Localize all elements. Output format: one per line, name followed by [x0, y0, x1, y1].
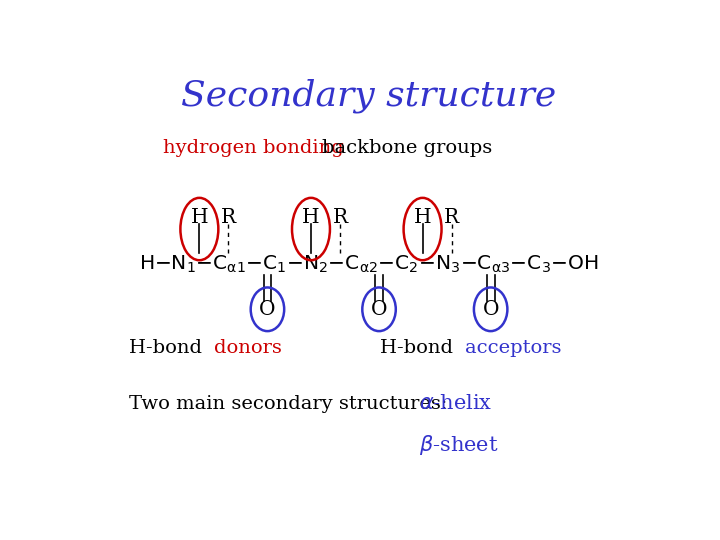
Text: Secondary structure: Secondary structure	[181, 79, 557, 113]
Text: $\alpha$-helix: $\alpha$-helix	[419, 394, 492, 413]
Text: H: H	[191, 208, 208, 227]
Text: O: O	[371, 300, 387, 319]
Text: H-bond: H-bond	[380, 339, 459, 356]
Text: Two main secondary structures:: Two main secondary structures:	[129, 395, 447, 413]
Text: O: O	[259, 300, 276, 319]
Text: H: H	[414, 208, 431, 227]
Text: acceptors: acceptors	[465, 339, 562, 356]
Text: R: R	[444, 208, 459, 227]
Text: hydrogen bonding: hydrogen bonding	[163, 139, 343, 157]
Text: donors: donors	[214, 339, 282, 356]
Text: backbone groups: backbone groups	[322, 139, 492, 157]
Text: R: R	[221, 208, 236, 227]
Text: O: O	[482, 300, 499, 319]
Text: H: H	[302, 208, 320, 227]
Text: R: R	[333, 208, 348, 227]
Text: $\mathrm{H{-}N_1{-}C_{\alpha 1}{-}C_1{-}N_2{-}C_{\alpha 2}{-}C_2{-}N_3{-}C_{\alp: $\mathrm{H{-}N_1{-}C_{\alpha 1}{-}C_1{-}…	[139, 254, 599, 275]
Text: $\beta$-sheet: $\beta$-sheet	[419, 433, 499, 457]
Text: H-bond: H-bond	[129, 339, 208, 356]
